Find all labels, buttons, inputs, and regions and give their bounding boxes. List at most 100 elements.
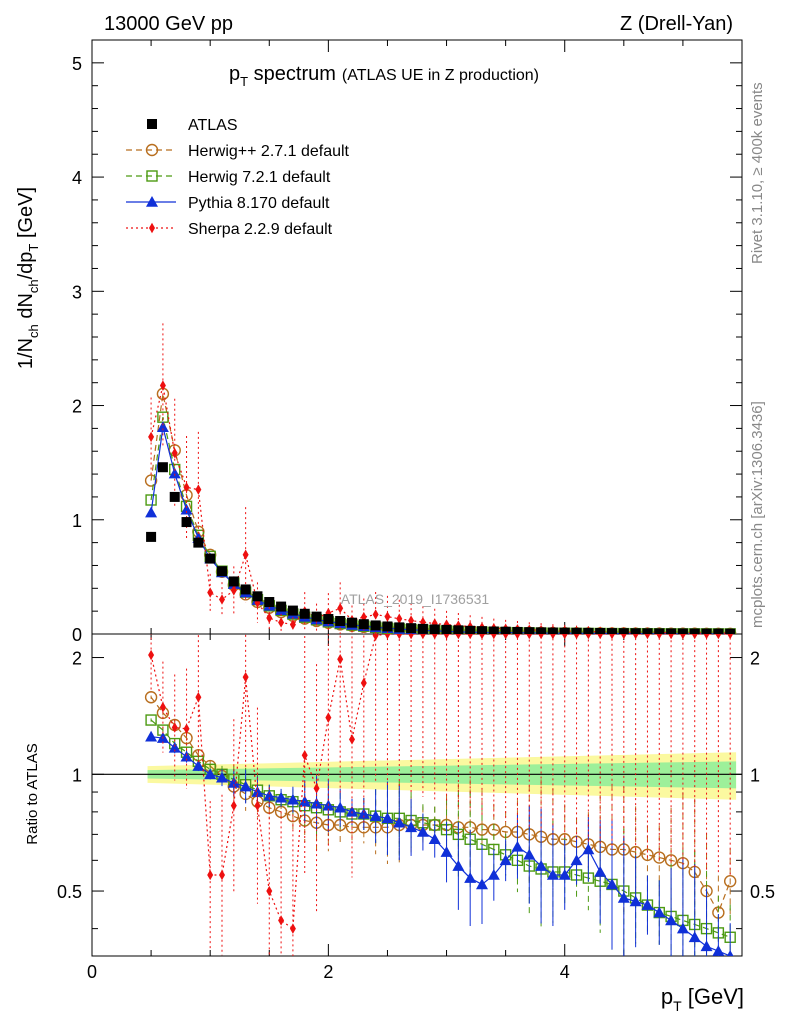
marker-atlas [536, 627, 547, 634]
ratio-marker-pythia-8-170-default [145, 730, 158, 742]
ratio-line-herwig-7-2-1-default [150, 719, 731, 938]
y-tick-label: 2 [72, 397, 82, 417]
x-tick-label: 2 [323, 962, 333, 982]
marker-herwig-7-2-1-default [145, 494, 157, 506]
ratio-marker-pythia-8-170-default [440, 846, 453, 857]
ratio-marker-pythia-8-170-default [204, 768, 217, 780]
rivet-version-label: Rivet 3.1.10, ≥ 400k events [749, 82, 766, 264]
legend-label-pythia-8-170-default: Pythia 8.170 default [188, 195, 330, 212]
marker-sherpa-2-2-9-default [408, 615, 415, 626]
ratio-marker-pythia-8-170-default [346, 805, 358, 817]
ratio-marker-sherpa-2-2-9-default [467, 634, 474, 640]
ratio-marker-pythia-8-170-default [606, 878, 618, 890]
marker-sherpa-2-2-9-default [431, 618, 438, 629]
ratio-marker-pythia-8-170-default [476, 878, 488, 890]
ratio-marker-pythia-8-170-default [251, 786, 264, 797]
ratio-marker-sherpa-2-2-9-default [360, 677, 367, 689]
ratio-marker-pythia-8-170-default [629, 895, 642, 907]
ratio-marker-sherpa-2-2-9-default [171, 722, 178, 733]
marker-atlas [169, 491, 180, 502]
marker-pythia-8-170-default [180, 503, 193, 515]
ratio-marker-herwig-2-7-1-default [641, 848, 654, 862]
ratio-marker-sherpa-2-2-9-default [443, 634, 450, 640]
ratio-marker-pythia-8-170-default [369, 810, 382, 821]
ratio-marker-sherpa-2-2-9-default [585, 634, 592, 640]
ratio-marker-pythia-8-170-default [428, 833, 441, 845]
marker-atlas [571, 627, 582, 634]
ratio-tick-label-right: 0.5 [750, 882, 775, 902]
ratio-marker-sherpa-2-2-9-default [289, 923, 296, 934]
marker-atlas [228, 576, 239, 587]
ratio-marker-pythia-8-170-default [416, 825, 429, 837]
ratio-marker-sherpa-2-2-9-default [656, 634, 663, 640]
ratio-marker-pythia-8-170-default [665, 914, 678, 926]
marker-atlas [595, 628, 606, 634]
ratio-marker-sherpa-2-2-9-default [325, 712, 332, 723]
marker-atlas [252, 591, 263, 602]
marker-atlas [488, 626, 499, 634]
marker-pythia-8-170-default [156, 421, 169, 432]
ratio-marker-sherpa-2-2-9-default [419, 634, 426, 640]
marker-atlas [618, 628, 629, 634]
ratio-marker-sherpa-2-2-9-default [254, 800, 261, 811]
ratio-marker-sherpa-2-2-9-default [219, 869, 225, 881]
legend-label-atlas: ATLAS [188, 117, 238, 134]
marker-sherpa-2-2-9-default [325, 607, 332, 619]
ratio-marker-sherpa-2-2-9-default [632, 634, 639, 640]
marker-atlas [347, 617, 357, 628]
ratio-marker-herwig-2-7-1-default [653, 851, 666, 864]
ratio-marker-pythia-8-170-default [393, 816, 406, 828]
marker-sherpa-2-2-9-default [195, 484, 202, 495]
marker-atlas [276, 601, 287, 612]
header-left: 13000 GeV pp [104, 13, 233, 35]
marker-atlas [299, 608, 310, 619]
ratio-marker-sherpa-2-2-9-default [514, 634, 521, 640]
marker-sherpa-2-2-9-default [254, 597, 261, 608]
marker-atlas [500, 626, 511, 634]
marker-sherpa-2-2-9-default [148, 431, 155, 443]
ratio-marker-pythia-8-170-default [558, 868, 571, 880]
ratio-marker-sherpa-2-2-9-default [337, 654, 344, 665]
marker-atlas [725, 628, 736, 634]
ratio-marker-pythia-8-170-default [594, 865, 607, 877]
legend-label-herwig-7-2-1-default: Herwig 7.2.1 default [188, 169, 331, 186]
ratio-marker-sherpa-2-2-9-default [148, 649, 155, 661]
ratio-marker-pythia-8-170-default [168, 741, 181, 753]
marker-atlas [406, 623, 417, 634]
marker-atlas [477, 626, 487, 634]
ratio-marker-pythia-8-170-default [582, 843, 595, 855]
marker-atlas [677, 628, 688, 634]
ratio-marker-pythia-8-170-default [310, 797, 323, 809]
marker-sherpa-2-2-9-default [266, 612, 273, 624]
ratio-marker-pythia-8-170-default [334, 801, 347, 813]
ratio-marker-sherpa-2-2-9-default [526, 634, 533, 640]
ratio-tick-label: 0.5 [57, 882, 82, 902]
ratio-marker-sherpa-2-2-9-default [597, 634, 604, 640]
ratio-marker-pythia-8-170-default [700, 940, 713, 952]
ratio-marker-pythia-8-170-default [688, 931, 701, 943]
line-sherpa-2-2-9-default [150, 385, 731, 634]
marker-atlas [689, 628, 700, 634]
ratio-marker-pythia-8-170-default [239, 780, 252, 792]
marker-atlas [193, 537, 204, 548]
ratio-marker-sherpa-2-2-9-default [230, 800, 237, 811]
marker-atlas [417, 623, 428, 634]
marker-atlas [181, 517, 192, 528]
ratio-tick-label: 2 [72, 649, 82, 669]
ratio-marker-sherpa-2-2-9-default [727, 634, 734, 640]
ratio-marker-sherpa-2-2-9-default [266, 885, 273, 897]
marker-atlas [323, 614, 334, 625]
marker-atlas [524, 627, 535, 634]
ratio-marker-sherpa-2-2-9-default [538, 634, 545, 640]
ratio-marker-sherpa-2-2-9-default [715, 634, 722, 640]
marker-atlas [547, 627, 558, 634]
ratio-marker-sherpa-2-2-9-default [396, 634, 403, 640]
ratio-marker-sherpa-2-2-9-default [455, 634, 462, 640]
ratio-marker-sherpa-2-2-9-default [183, 723, 190, 735]
ratio-marker-pythia-8-170-default [570, 854, 583, 866]
ratio-marker-pythia-8-170-default [263, 789, 276, 801]
ratio-marker-sherpa-2-2-9-default [490, 634, 497, 640]
ratio-marker-sherpa-2-2-9-default [502, 634, 509, 640]
axis-ticks: 0 2 4 0 1 2 3 4 5 0.5 0.5 1 1 2 2 [57, 39, 775, 982]
marker-sherpa-2-2-9-default [384, 611, 391, 622]
